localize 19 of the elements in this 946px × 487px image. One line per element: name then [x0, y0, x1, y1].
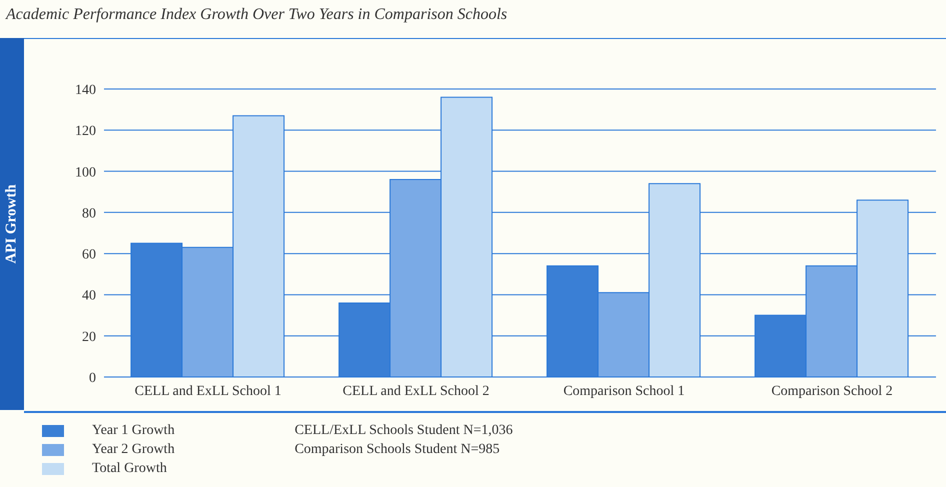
y-tick-label: 0 — [89, 370, 96, 386]
text: CELL/ExLL Schools Student N=1,036 — [294, 423, 513, 439]
y-tick-label: 20 — [82, 330, 96, 345]
y-tick-label: 120 — [75, 124, 96, 140]
x-tick-label: Comparison School 1 — [563, 384, 685, 399]
legend-label: Total Growth — [92, 461, 167, 477]
y-tick-label: 80 — [82, 206, 96, 222]
x-tick-label: CELL and ExLL School 2 — [342, 384, 490, 399]
y-tick-label: 140 — [75, 82, 96, 98]
y-tick-label: 60 — [82, 248, 96, 263]
legend-label: Year 1 Growth — [92, 423, 175, 439]
y-tick-label: 40 — [82, 288, 96, 304]
y-axis-title: API Growth — [4, 184, 20, 264]
x-tick-label: CELL and ExLL School 1 — [134, 384, 282, 399]
x-tick-label: Comparison School 2 — [771, 384, 893, 399]
y-tick-label: 100 — [75, 165, 96, 180]
legend-label: Year 2 Growth — [92, 442, 175, 458]
chart-title: Academic Performance Index Growth Over Two Years in Comparison Schools — [6, 6, 508, 24]
text: Comparison Schools Student N=985 — [294, 442, 501, 458]
